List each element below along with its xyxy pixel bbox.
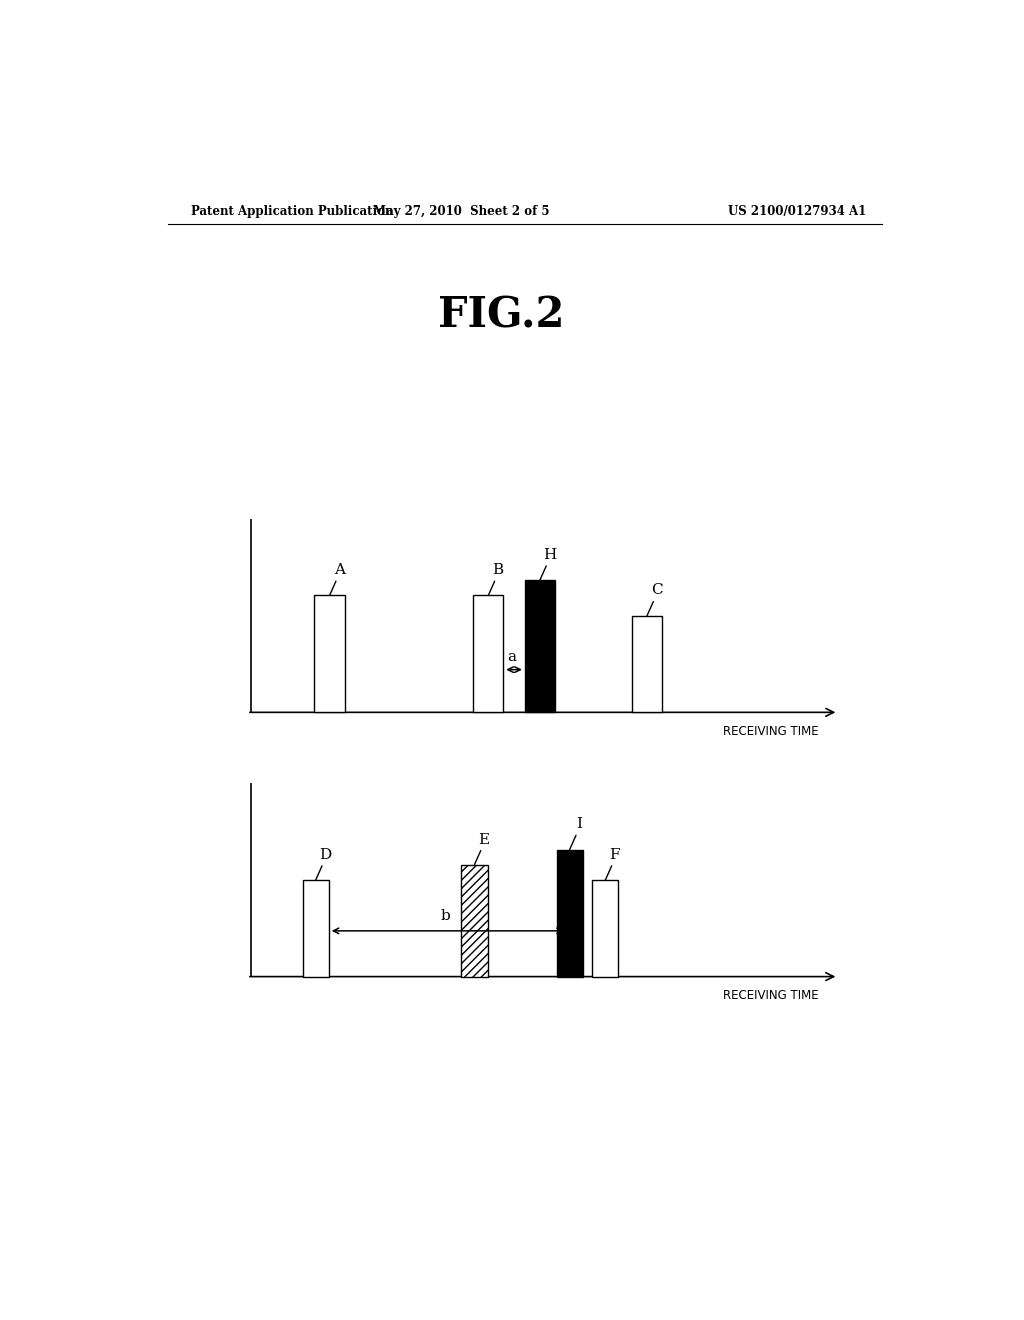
Text: b: b (440, 908, 451, 923)
Text: C: C (650, 583, 663, 598)
Bar (461, 865, 487, 977)
Text: May 27, 2010  Sheet 2 of 5: May 27, 2010 Sheet 2 of 5 (373, 205, 550, 218)
Text: A: A (334, 564, 345, 577)
Bar (592, 880, 618, 977)
Text: RECEIVING TIME: RECEIVING TIME (723, 725, 818, 738)
Bar (632, 615, 663, 713)
Text: D: D (319, 847, 332, 862)
Bar (303, 880, 329, 977)
Text: Patent Application Publication: Patent Application Publication (191, 205, 394, 218)
Text: E: E (478, 833, 489, 846)
Bar (314, 595, 345, 713)
Text: F: F (609, 847, 621, 862)
Text: FIG.2: FIG.2 (437, 294, 564, 337)
Bar (473, 595, 504, 713)
Bar (557, 850, 583, 977)
Text: B: B (493, 564, 504, 577)
Text: RECEIVING TIME: RECEIVING TIME (723, 989, 818, 1002)
Text: H: H (543, 548, 556, 562)
Text: a: a (508, 649, 516, 664)
Text: US 2100/0127934 A1: US 2100/0127934 A1 (728, 205, 866, 218)
Text: I: I (577, 817, 583, 832)
Bar (524, 581, 555, 713)
